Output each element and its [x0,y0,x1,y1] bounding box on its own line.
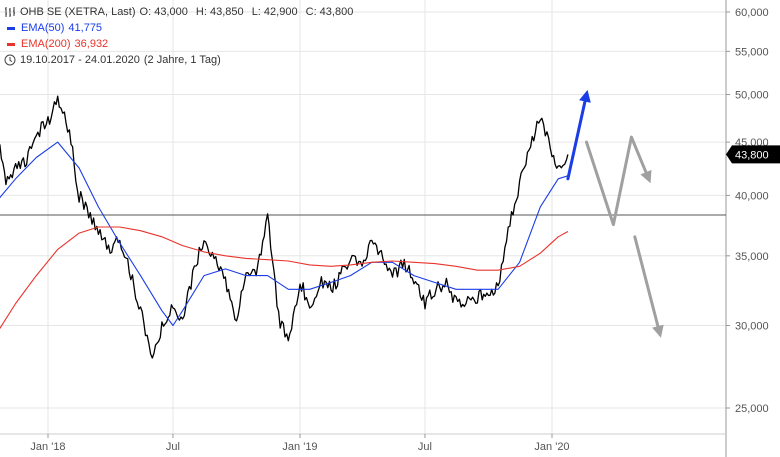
y-tick-label: 60,000 [735,7,769,19]
x-tick-label: Jul [418,441,432,453]
legend-date-range: 19.10.2017 - 24.01.2020 [20,54,140,66]
forecast-arrow-up-blue [566,89,591,181]
legend-close: C: 43,800 [305,6,354,18]
legend-range-note: (2 Jahre, 1 Tag) [143,54,221,66]
x-tick-label: Jan '20 [534,441,569,453]
legend-title-row: OHB SE (XETRA, Last) O: 43,000 H: 43,850… [4,4,358,20]
legend-low: L: 42,900 [251,6,298,18]
series-ema50-line [0,141,569,327]
ema200-swatch [7,42,15,46]
legend-ema200-row: EMA(200) 36,932 [4,36,358,52]
legend-range-row: 19.10.2017 - 24.01.2020 (2 Jahre, 1 Tag) [4,52,358,68]
forecast-arrow-zigzag-gray [585,135,652,227]
y-tick-label: 55,000 [735,46,769,58]
y-tick-label: 35,000 [735,251,769,263]
legend-ema200-value: 36,932 [74,38,109,50]
legend-ema50-row: EMA(50) 41,775 [4,20,358,36]
chart-legend: OHB SE (XETRA, Last) O: 43,000 H: 43,850… [4,4,358,68]
y-tick-label: 30,000 [735,321,769,333]
legend-open: O: 43,000 [139,6,188,18]
legend-ema200-label: EMA(200) [21,38,71,50]
series-ema200-line [0,226,569,330]
ema50-swatch [7,26,15,30]
last-price-label: 43,800 [735,149,769,161]
x-tick-label: Jul [166,441,180,453]
legend-ema50-value: 41,775 [68,22,103,34]
last-price-tag [726,145,780,164]
forecast-arrow-down-gray [633,235,664,338]
legend-ema50-label: EMA(50) [21,22,65,34]
legend-title: OHB SE (XETRA, Last) [20,6,136,18]
clock-icon [4,54,16,66]
legend-high: H: 43,850 [195,6,244,18]
x-tick-label: Jan '18 [30,441,65,453]
legend-ohlc: O: 43,000 H: 43,850 L: 42,900 C: 43,800 [140,4,359,20]
y-tick-label: 50,000 [735,89,769,101]
series-price-line [0,95,569,359]
ohlc-bars-icon [5,7,15,17]
y-tick-label: 40,000 [735,190,769,202]
x-tick-label: Jan '19 [282,441,317,453]
y-tick-label: 25,000 [735,403,769,415]
